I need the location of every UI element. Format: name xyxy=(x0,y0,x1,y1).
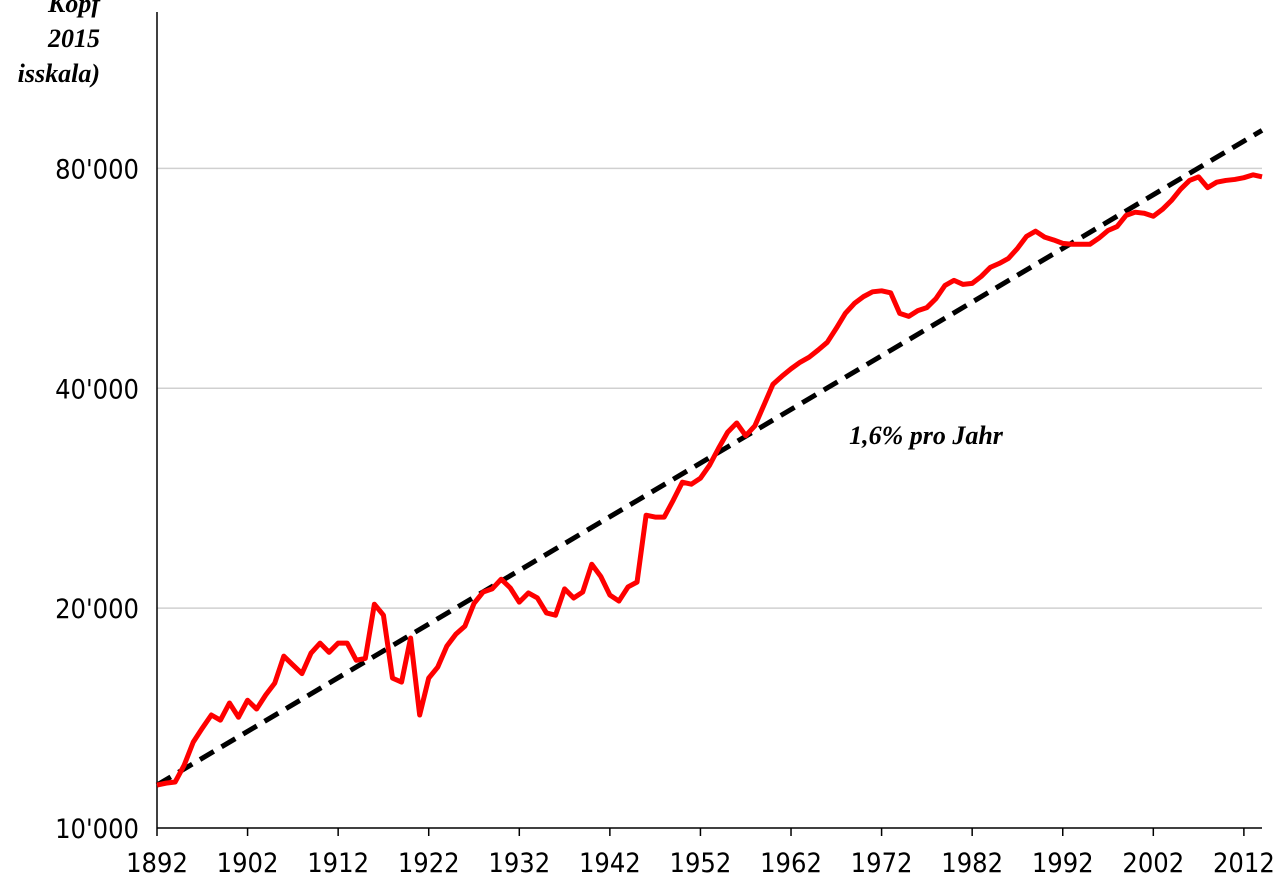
x-tick-label: 1992 xyxy=(1032,848,1094,879)
title-line: isskala) xyxy=(18,59,100,88)
x-tick-label: 1982 xyxy=(941,848,1003,879)
x-tick-label: 1912 xyxy=(307,848,369,879)
y-tick-label: 80'000 xyxy=(55,154,139,185)
x-tick-label: 1972 xyxy=(851,848,913,879)
annotation: 1,6% pro Jahr xyxy=(849,421,1004,450)
title-line: Kopf xyxy=(47,0,102,18)
x-tick-label: 1922 xyxy=(398,848,460,879)
trend-line xyxy=(155,128,1264,788)
data-line xyxy=(156,172,1263,788)
x-tick-label: 2012 xyxy=(1213,848,1275,879)
y-tick-label: 40'000 xyxy=(55,374,139,405)
x-tick-label: 1952 xyxy=(670,848,732,879)
y-tick-label: 10'000 xyxy=(55,814,139,845)
x-tick-label: 1942 xyxy=(579,848,641,879)
x-tick-label: 2002 xyxy=(1122,848,1184,879)
y-tick-label: 20'000 xyxy=(55,594,139,625)
x-tick-label: 1902 xyxy=(217,848,279,879)
x-tick-label: 1932 xyxy=(488,848,550,879)
x-tick-label: 1892 xyxy=(126,848,188,879)
x-tick-label: 1962 xyxy=(760,848,822,879)
title-line: 2015 xyxy=(47,24,100,53)
